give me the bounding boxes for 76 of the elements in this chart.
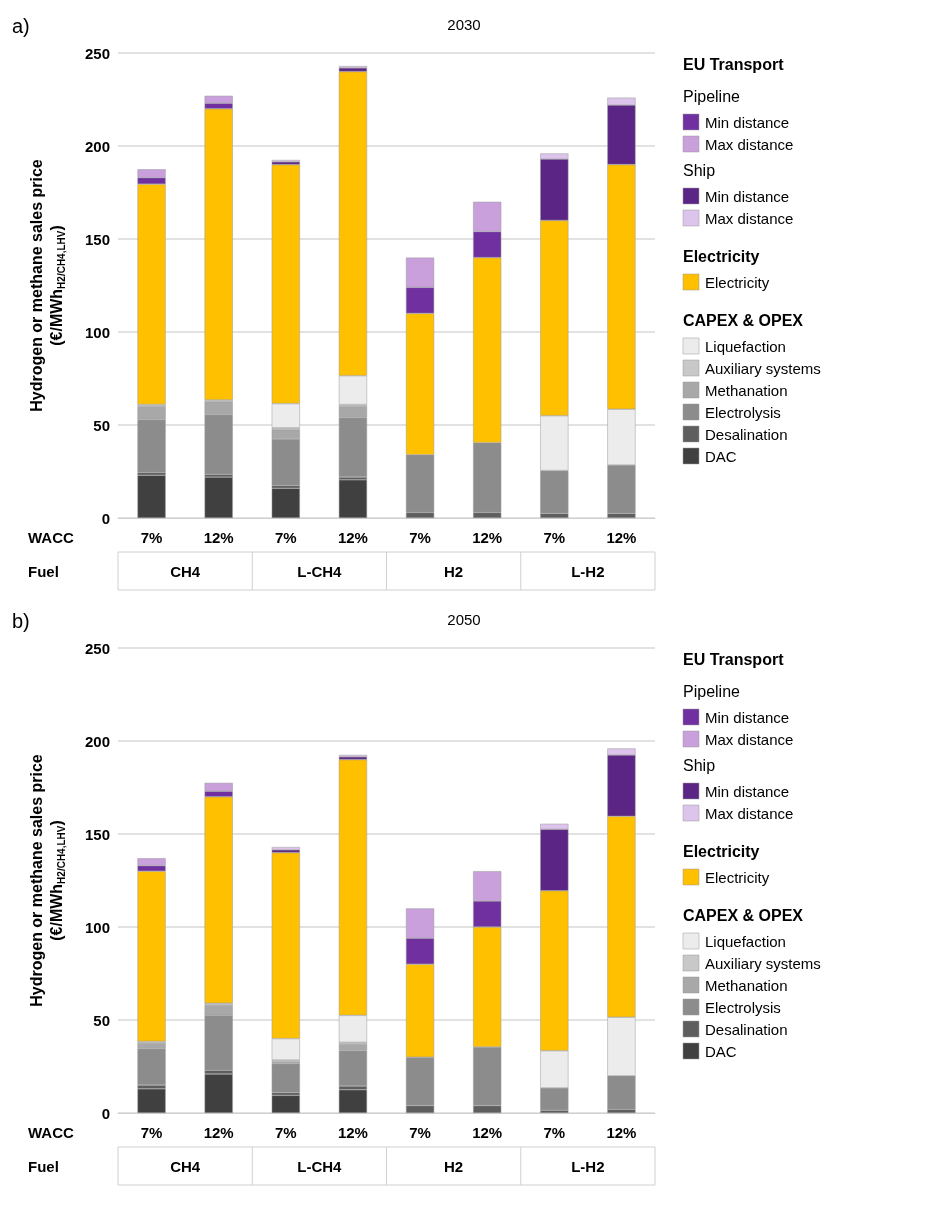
y-tick-label: 150 xyxy=(84,230,110,248)
y-tick-label: 0 xyxy=(101,1104,110,1122)
legend-title: EU Transport xyxy=(683,55,785,73)
text: a) xyxy=(12,15,30,37)
text: WACC xyxy=(28,529,74,546)
text: Ship xyxy=(683,756,716,774)
text: b) xyxy=(12,610,30,632)
text: Electricity xyxy=(683,842,760,860)
legend-label: Electricity xyxy=(705,274,770,291)
legend-label: Methanation xyxy=(705,977,788,994)
legend-label: DAC xyxy=(705,1043,737,1060)
y-tick-label: 50 xyxy=(93,416,110,434)
x-tick-label: 12% xyxy=(203,1124,234,1141)
x-tick-label: 7% xyxy=(274,1124,297,1141)
legend-label: DAC xyxy=(705,448,737,465)
text: H2 xyxy=(444,563,464,580)
x-tick-label: 7% xyxy=(543,529,566,546)
text: Ship xyxy=(683,161,716,179)
text: WACC xyxy=(28,1124,74,1141)
x-tick-label: 7% xyxy=(409,529,431,546)
chart-title: 2030 xyxy=(447,16,481,33)
x-tick-label: 12% xyxy=(203,529,234,546)
x-tick-label: 12% xyxy=(606,1124,637,1141)
legend-label: Min distance xyxy=(705,783,790,800)
text: L-H2 xyxy=(571,563,605,580)
text: CH4 xyxy=(170,1158,201,1175)
y-tick-label: 250 xyxy=(84,639,110,657)
legend-label: Min distance xyxy=(705,709,790,726)
y-tick-label: 100 xyxy=(84,918,110,936)
text: CAPEX & OPEX xyxy=(683,906,804,924)
x-tick-label: 12% xyxy=(472,529,503,546)
legend-label: Min distance xyxy=(705,114,790,131)
text: CAPEX & OPEX xyxy=(683,311,804,329)
legend-label: Liquefaction xyxy=(705,338,786,355)
legend-label: Desalination xyxy=(705,426,788,443)
text: Fuel xyxy=(28,1158,59,1175)
legend-label: Desalination xyxy=(705,1021,788,1038)
legend-label: Liquefaction xyxy=(705,933,786,950)
legend-label: Min distance xyxy=(705,188,790,205)
legend-label: Electricity xyxy=(705,869,770,886)
chart-title: 2050 xyxy=(447,611,481,628)
text: CH4 xyxy=(170,563,201,580)
y-tick-label: 150 xyxy=(84,825,110,843)
legend-label: Auxiliary systems xyxy=(705,360,821,377)
text: H2 xyxy=(444,1158,464,1175)
x-tick-label: 12% xyxy=(606,529,637,546)
legend-label: Max distance xyxy=(705,210,794,227)
x-tick-label: 7% xyxy=(409,1124,431,1141)
legend-label: Methanation xyxy=(705,382,788,399)
legend-title: EU Transport xyxy=(683,650,785,668)
legend-label: Electrolysis xyxy=(705,404,781,421)
x-tick-label: 7% xyxy=(140,1124,163,1141)
text: Pipeline xyxy=(683,682,741,700)
y-tick-label: 100 xyxy=(84,323,110,341)
y-tick-label: 50 xyxy=(93,1011,110,1029)
x-tick-label: 12% xyxy=(472,1124,503,1141)
text: L-H2 xyxy=(571,1158,605,1175)
x-tick-label: 12% xyxy=(337,529,368,546)
legend-label: Max distance xyxy=(705,805,794,822)
x-tick-label: 7% xyxy=(543,1124,566,1141)
legend-label: Electrolysis xyxy=(705,999,781,1016)
text: Electricity xyxy=(683,247,760,265)
legend-label: Auxiliary systems xyxy=(705,955,821,972)
x-tick-label: 7% xyxy=(274,529,297,546)
x-tick-label: 7% xyxy=(140,529,163,546)
text: Fuel xyxy=(28,563,59,580)
y-tick-label: 200 xyxy=(84,137,110,155)
y-tick-label: 250 xyxy=(84,44,110,62)
y-tick-label: 0 xyxy=(101,509,110,527)
y-tick-label: 200 xyxy=(84,732,110,750)
text: L-CH4 xyxy=(297,563,343,580)
legend-label: Max distance xyxy=(705,731,794,748)
text: Pipeline xyxy=(683,87,741,105)
legend-label: Max distance xyxy=(705,136,794,153)
text: L-CH4 xyxy=(297,1158,343,1175)
x-tick-label: 12% xyxy=(337,1124,368,1141)
